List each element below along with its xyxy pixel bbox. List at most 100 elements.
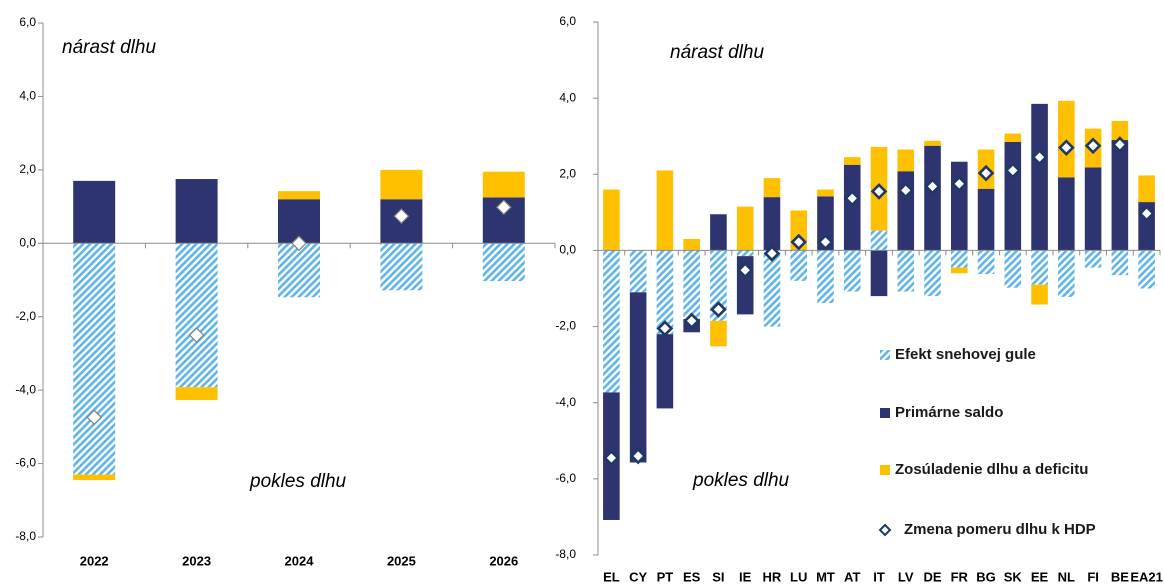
bar-segment xyxy=(977,188,995,251)
diamond-marker xyxy=(710,301,727,318)
bar-segment xyxy=(870,250,888,297)
bar-segment xyxy=(1138,175,1155,203)
diamond-marker xyxy=(817,233,834,251)
y-tick-label: 2,0 xyxy=(19,162,36,176)
annotation: nárast dlhu xyxy=(62,37,156,58)
bar-segment xyxy=(656,170,674,251)
bar-segment xyxy=(843,164,861,251)
bar-segment xyxy=(817,250,834,303)
bar-segment xyxy=(1031,103,1048,251)
x-tick-label: DE xyxy=(923,569,941,584)
y-tick-label: 6,0 xyxy=(19,15,36,29)
bar-segment xyxy=(710,214,727,251)
x-tick-label: ES xyxy=(683,569,701,584)
x-tick-label: FR xyxy=(951,569,969,584)
bar-segment xyxy=(629,292,647,463)
bar-segment xyxy=(1084,250,1102,268)
x-tick-label: PT xyxy=(657,569,674,584)
bar-segment xyxy=(736,250,754,257)
bar-segment xyxy=(1058,100,1075,178)
diamond-marker xyxy=(86,409,103,426)
bar-segment xyxy=(763,197,781,251)
bar-segment xyxy=(950,250,968,268)
bar-segment xyxy=(843,250,861,292)
annotation: nárast dlhu xyxy=(670,42,764,63)
annotation: pokles dlhu xyxy=(692,470,790,491)
bar-segment xyxy=(482,171,525,198)
bar-segment xyxy=(629,250,647,293)
bar-segment xyxy=(683,250,700,319)
y-tick-label: 4,0 xyxy=(19,89,36,103)
diamond-marker xyxy=(1084,137,1102,155)
bar-segment xyxy=(1004,133,1022,142)
legend-marker xyxy=(880,350,890,360)
bar-segment xyxy=(73,243,116,475)
bar-segment xyxy=(763,178,781,198)
diamond-marker xyxy=(843,189,861,207)
bar-segment xyxy=(175,179,218,244)
annotation: pokles dlhu xyxy=(249,471,347,492)
x-tick-label: 2022 xyxy=(80,553,109,568)
y-tick-label: -4,0 xyxy=(15,382,36,396)
bar-segment xyxy=(843,157,861,165)
bar-segment xyxy=(603,189,620,251)
x-tick-label: IT xyxy=(873,569,885,584)
x-tick-label: HR xyxy=(763,569,782,584)
x-tick-label: SI xyxy=(712,569,724,584)
legend-marker xyxy=(878,523,892,537)
diamond-marker xyxy=(1004,162,1022,179)
x-tick-label: BE xyxy=(1111,569,1129,584)
diamond-marker xyxy=(790,233,808,251)
bar-segment xyxy=(175,243,218,388)
chart: -8,0 -6,0 -4,0 -2,0 0,0 2,0 4,0 6,0 2022 2023 2024… xyxy=(15,15,556,568)
diamond-marker xyxy=(763,245,781,262)
bar-segment xyxy=(950,161,968,251)
x-tick-label: LV xyxy=(898,569,914,584)
bar-segment xyxy=(656,250,674,335)
diamond-marker xyxy=(736,261,754,279)
bar-segment xyxy=(924,250,941,297)
diamond-marker xyxy=(1031,148,1048,166)
legend-label: Zmena pomeru dlhu k HDP xyxy=(904,521,1096,538)
bar-segment xyxy=(924,140,941,146)
bar-segment xyxy=(1058,177,1075,251)
x-tick-label: NL xyxy=(1058,569,1075,584)
y-tick-label: -2,0 xyxy=(555,319,576,333)
x-tick-label: 2025 xyxy=(387,553,416,568)
diamond-marker xyxy=(629,447,647,465)
y-tick-label: -8,0 xyxy=(15,529,36,543)
legend-label: Primárne saldo xyxy=(895,404,1003,421)
x-tick-label: MT xyxy=(816,569,835,584)
bar-segment xyxy=(380,243,423,291)
x-tick-label: FI xyxy=(1087,569,1099,584)
diamond-marker xyxy=(656,320,674,337)
x-tick-label: 2026 xyxy=(489,553,518,568)
y-tick-label: 6,0 xyxy=(559,14,576,28)
y-tick-label: -4,0 xyxy=(555,395,576,409)
legend-marker xyxy=(880,465,890,475)
bar-segment xyxy=(482,243,525,282)
bar-segment xyxy=(1031,250,1048,285)
legend-marker xyxy=(880,408,890,418)
bar-segment xyxy=(790,250,808,281)
y-tick-label: 0,0 xyxy=(19,235,36,249)
legend-label: Efekt snehovej gule xyxy=(895,346,1036,363)
x-tick-label: 2023 xyxy=(182,553,211,568)
diamond-marker xyxy=(950,175,968,193)
diamond-marker xyxy=(977,164,995,182)
x-tick-label: EL xyxy=(603,569,620,584)
bar-segment xyxy=(710,320,727,347)
bar-segment xyxy=(897,149,915,172)
bar-segment xyxy=(1111,140,1129,251)
bar-segment xyxy=(950,267,968,274)
bar-segment xyxy=(1058,250,1075,297)
bar-segment xyxy=(763,250,781,327)
bar-segment xyxy=(870,230,888,251)
y-tick-label: -6,0 xyxy=(555,471,576,485)
diamond-marker xyxy=(683,312,701,330)
bar-segment xyxy=(278,243,320,298)
y-tick-label: 4,0 xyxy=(559,90,576,104)
x-tick-label: BG xyxy=(976,569,996,584)
bar-segment xyxy=(73,474,116,481)
